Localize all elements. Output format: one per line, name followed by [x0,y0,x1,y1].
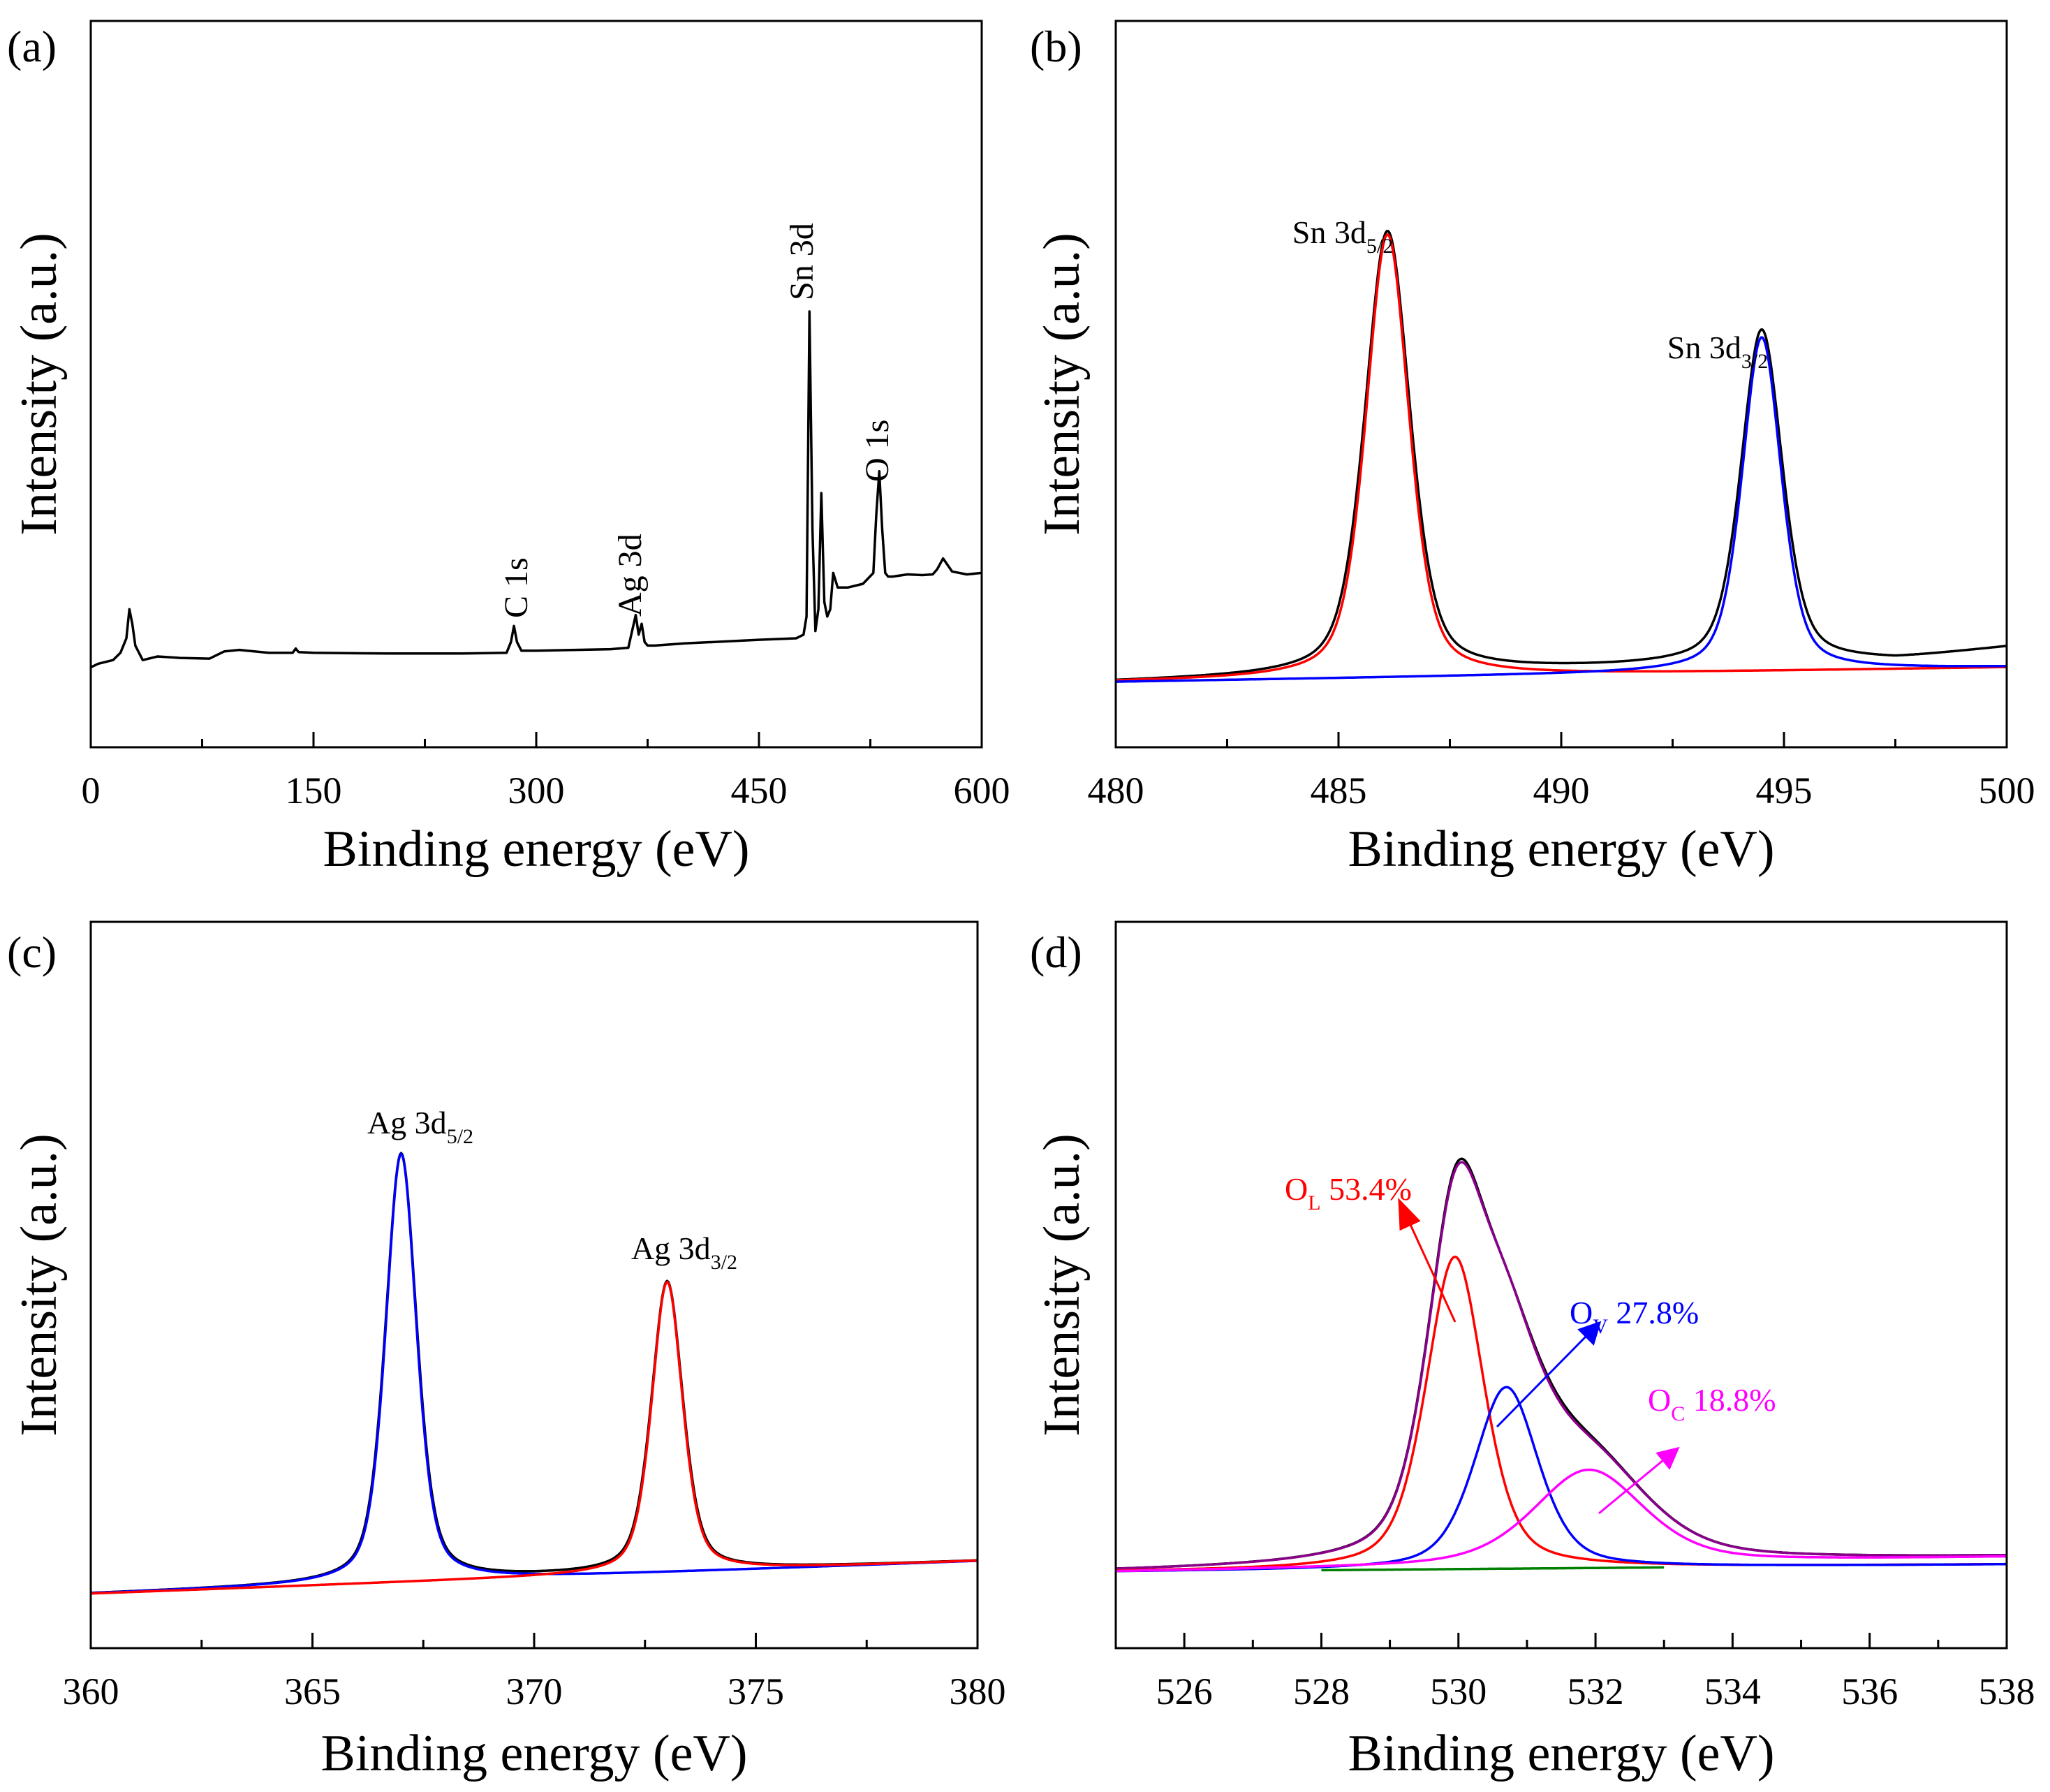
x-tick-label: 360 [63,1670,119,1712]
series-line-envelope [1115,1161,2007,1570]
x-tick-label: 526 [1156,1670,1213,1712]
panel-label: (c) [7,927,57,977]
annotation-ag3d52: Ag 3d5/2 [367,1105,473,1148]
annotation-ag3d: Ag 3d [612,534,649,617]
annotation-sn3d52: Sn 3d5/2 [1292,214,1393,258]
annotation-o1s: O 1s [859,420,896,482]
annotation-ov: OV 27.8% [1570,1295,1699,1338]
x-tick-label: 490 [1533,770,1590,811]
x-axis-label: Binding energy (eV) [1348,821,1774,878]
plot-area: 526 528 530 532 534 536 538 OL 53.4% OV 27.8% … [1114,920,2035,1712]
series-line-o-c-18-8- [1115,1468,2007,1573]
ticks-layer: 0 150 300 450 600 [82,732,1010,811]
x-axis-label: Binding energy (eV) [320,1725,747,1782]
x-axis-label: Binding energy (eV) [323,821,749,878]
x-tick-label: 450 [731,770,788,811]
arrow-oc [1598,1446,1680,1515]
x-tick-label: 538 [1979,1670,2035,1712]
panel-b: (b) 480 485 490 495 500 Sn 3d5/2 Sn 3d3/2 In… [1030,20,2035,878]
series-line-measured [1115,230,2007,682]
series-layer [1115,1157,2007,1573]
x-tick-label: 500 [1979,770,2035,811]
series-layer [1115,230,2007,683]
annotation-c1s: C 1s [498,557,535,618]
series-line-sn-3d5-2-fit [1116,233,2007,682]
panel-label: (d) [1030,927,1082,977]
y-axis-label: Intensity (a.u.) [1033,233,1091,536]
x-tick-label: 528 [1293,1670,1350,1712]
x-tick-label: 0 [82,770,101,811]
x-tick-label: 536 [1841,1670,1898,1712]
panel-label: (a) [7,22,57,71]
x-tick-label: 600 [954,770,1010,811]
plot-area: 360 365 370 375 380 Ag 3d5/2 Ag 3d3/2 [63,920,1006,1712]
x-tick-label: 485 [1311,770,1367,811]
arrow-ol [1398,1198,1457,1323]
x-tick-label: 530 [1430,1670,1487,1712]
arrow-ov [1496,1321,1602,1428]
x-tick-label: 532 [1568,1670,1624,1712]
panel-c: (c) 360 365 370 375 380 Ag 3d5/2 Ag 3d3/2 In… [7,920,1006,1782]
x-tick-label: 375 [728,1670,784,1712]
annotation-ol: OL 53.4% [1285,1171,1412,1214]
y-axis-label: Intensity (a.u.) [1033,1133,1091,1437]
panel-d: (d) 526 528 530 532 534 536 538 OL 53.4% OV 27… [1030,920,2035,1782]
x-tick-label: 365 [284,1670,341,1712]
panel-a: (a) 0 150 300 450 600 C 1s Ag 3d Sn 3d O 1s … [7,20,1010,878]
x-tick-label: 380 [950,1670,1006,1712]
ticks-layer: 360 365 370 375 380 [63,1633,1006,1712]
ticks-layer: 480 485 490 495 500 [1088,732,2035,811]
panel-label: (b) [1030,22,1082,71]
x-tick-label: 150 [286,770,342,811]
series-line-background [1320,1566,1665,1572]
x-tick-label: 480 [1088,770,1144,811]
series-line-sn-3d3-2-fit [1116,336,2007,683]
annotation-ag3d32: Ag 3d3/2 [631,1231,737,1274]
series-layer [90,1152,978,1595]
x-tick-label: 534 [1704,1670,1761,1712]
plot-area: 0 150 300 450 600 C 1s Ag 3d Sn 3d O 1s [82,20,1010,811]
series-line-ag-3d3-2-fit [90,1280,978,1595]
ticks-layer: 526 528 530 532 534 536 538 [1114,1633,2035,1712]
y-axis-label: Intensity (a.u.) [10,1133,68,1437]
x-tick-label: 370 [506,1670,563,1712]
x-tick-label: 495 [1756,770,1813,811]
annotation-sn3d32: Sn 3d3/2 [1667,330,1768,373]
annotation-sn3d: Sn 3d [783,223,820,300]
series-layer [90,310,982,669]
x-axis-label: Binding energy (eV) [1348,1725,1774,1782]
y-axis-label: Intensity (a.u.) [10,233,68,536]
plot-frame [1114,920,2008,1650]
x-tick-label: 300 [508,770,565,811]
plot-area: 480 485 490 495 500 Sn 3d5/2 Sn 3d3/2 [1088,20,2035,811]
series-line-survey [90,310,982,669]
annotation-oc: OC 18.8% [1648,1382,1776,1425]
